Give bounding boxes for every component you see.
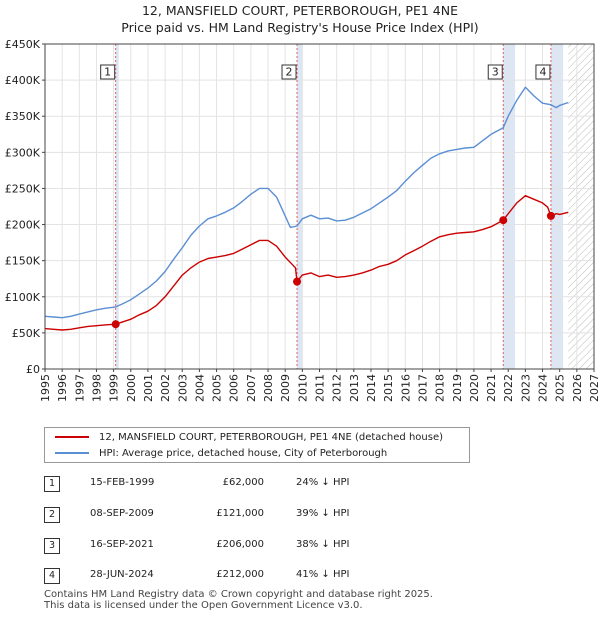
x-tick-label: 2010 bbox=[296, 374, 309, 402]
legend-item-hpi: HPI: Average price, detached house, City… bbox=[55, 445, 387, 461]
sale-price: £121,000 bbox=[216, 508, 264, 519]
x-tick-label: 2004 bbox=[193, 374, 206, 402]
sale-hpi-diff: 38% ↓ HPI bbox=[296, 539, 350, 550]
x-tick-label: 2022 bbox=[502, 374, 515, 402]
sale-badge: 2 bbox=[44, 507, 60, 523]
legend-swatch-hpi bbox=[55, 452, 89, 454]
x-tick-label: 2014 bbox=[365, 374, 378, 402]
x-tick-label: 2009 bbox=[279, 374, 292, 402]
sale-number-box bbox=[281, 64, 297, 80]
x-tick-label: 1999 bbox=[108, 374, 121, 402]
y-tick-label: £200K bbox=[5, 219, 41, 232]
sale-date: 16-SEP-2021 bbox=[90, 539, 154, 550]
sale-point bbox=[111, 320, 120, 329]
x-tick-label: 2018 bbox=[434, 374, 447, 402]
sale-hpi-diff: 24% ↓ HPI bbox=[296, 477, 350, 488]
x-tick-label: 2000 bbox=[125, 374, 138, 402]
y-tick-label: £450K bbox=[5, 38, 41, 51]
x-tick-label: 1997 bbox=[73, 374, 86, 402]
chart-title: 12, MANSFIELD COURT, PETERBOROUGH, PE1 4… bbox=[141, 3, 458, 18]
sale-price: £206,000 bbox=[216, 539, 264, 550]
table-row: 4 28-JUN-2024 £212,000 41% ↓ HPI bbox=[44, 566, 464, 586]
x-tick-label: 2006 bbox=[228, 374, 241, 402]
table-row: 3 16-SEP-2021 £206,000 38% ↓ HPI bbox=[44, 536, 464, 556]
x-tick-label: 2005 bbox=[211, 374, 224, 402]
sale-number-box bbox=[487, 64, 503, 80]
table-row: 1 15-FEB-1999 £62,000 24% ↓ HPI bbox=[44, 474, 464, 494]
sale-number-label: 2 bbox=[286, 66, 293, 79]
x-tick-label: 2001 bbox=[142, 374, 155, 402]
footer: Contains HM Land Registry data © Crown c… bbox=[44, 589, 433, 611]
x-tick-label: 2015 bbox=[382, 374, 395, 402]
sale-hpi-diff: 39% ↓ HPI bbox=[296, 508, 350, 519]
sale-badge: 4 bbox=[44, 568, 60, 584]
sale-period-shade bbox=[550, 44, 564, 369]
x-tick-label: 2007 bbox=[245, 374, 258, 402]
sale-period-shade bbox=[115, 44, 119, 369]
sale-date: 15-FEB-1999 bbox=[90, 477, 155, 488]
footer-copyright: Contains HM Land Registry data © Crown c… bbox=[44, 589, 433, 600]
sale-point bbox=[293, 277, 302, 286]
y-tick-label: £350K bbox=[5, 110, 41, 123]
x-tick-label: 2011 bbox=[314, 374, 327, 402]
x-tick-label: 2012 bbox=[331, 374, 344, 402]
series-line-hpi bbox=[44, 86, 569, 319]
sale-point bbox=[546, 211, 555, 220]
sale-badge: 3 bbox=[44, 538, 60, 554]
y-tick-label: £300K bbox=[5, 146, 41, 159]
y-tick-label: £0 bbox=[26, 363, 40, 376]
sale-number-label: 3 bbox=[492, 66, 499, 79]
x-tick-label: 2025 bbox=[554, 374, 567, 402]
series-line-sales bbox=[44, 195, 569, 331]
legend-swatch-sales bbox=[55, 436, 89, 438]
sale-number-label: 4 bbox=[539, 66, 546, 79]
y-tick-label: £250K bbox=[5, 182, 41, 195]
y-tick-label: £50K bbox=[12, 327, 41, 340]
x-tick-label: 2020 bbox=[468, 374, 481, 402]
x-tick-label: 2017 bbox=[416, 374, 429, 402]
x-tick-label: 1995 bbox=[39, 374, 52, 402]
footer-license: This data is licensed under the Open Gov… bbox=[44, 600, 363, 611]
x-tick-label: 2008 bbox=[262, 374, 275, 402]
legend: 12, MANSFIELD COURT, PETERBOROUGH, PE1 4… bbox=[44, 427, 470, 463]
sale-badge: 1 bbox=[44, 476, 60, 492]
sale-price: £62,000 bbox=[222, 477, 264, 488]
y-tick-label: £100K bbox=[5, 291, 41, 304]
sale-period-shade bbox=[503, 44, 516, 369]
y-tick-label: £400K bbox=[5, 74, 41, 87]
sale-price: £212,000 bbox=[216, 569, 264, 580]
x-tick-label: 2021 bbox=[485, 374, 498, 402]
legend-label-sales: 12, MANSFIELD COURT, PETERBOROUGH, PE1 4… bbox=[99, 431, 444, 443]
x-tick-label: 2027 bbox=[588, 374, 600, 402]
x-tick-label: 1996 bbox=[56, 374, 69, 402]
sale-date: 08-SEP-2009 bbox=[90, 508, 154, 519]
sale-period-shade bbox=[297, 44, 303, 369]
x-tick-label: 2013 bbox=[348, 374, 361, 402]
sale-point bbox=[499, 216, 508, 225]
legend-item-sales: 12, MANSFIELD COURT, PETERBOROUGH, PE1 4… bbox=[55, 429, 443, 445]
x-tick-label: 2016 bbox=[399, 374, 412, 402]
x-tick-label: 2024 bbox=[537, 374, 550, 402]
sale-number-box bbox=[100, 64, 116, 80]
x-tick-label: 2023 bbox=[519, 374, 532, 402]
sale-hpi-diff: 41% ↓ HPI bbox=[296, 569, 350, 580]
y-tick-label: £150K bbox=[5, 255, 41, 268]
forecast-hatch bbox=[568, 44, 594, 369]
price-chart: 1 2 3 4 £0 £50K £100K £150K £200K £250K £300K £350… bbox=[5, 38, 600, 402]
x-tick-label: 2026 bbox=[571, 374, 584, 402]
legend-label-hpi: HPI: Average price, detached house, City… bbox=[99, 447, 388, 459]
x-tick-label: 2002 bbox=[159, 374, 172, 402]
table-row: 2 08-SEP-2009 £121,000 39% ↓ HPI bbox=[44, 505, 464, 525]
sale-date: 28-JUN-2024 bbox=[90, 569, 154, 580]
x-tick-label: 2003 bbox=[176, 374, 189, 402]
chart-subtitle: Price paid vs. HM Land Registry's House … bbox=[121, 20, 479, 35]
x-tick-label: 2019 bbox=[451, 374, 464, 402]
sale-number-label: 1 bbox=[104, 66, 111, 79]
sale-number-box bbox=[535, 64, 551, 80]
x-tick-label: 1998 bbox=[90, 374, 103, 402]
